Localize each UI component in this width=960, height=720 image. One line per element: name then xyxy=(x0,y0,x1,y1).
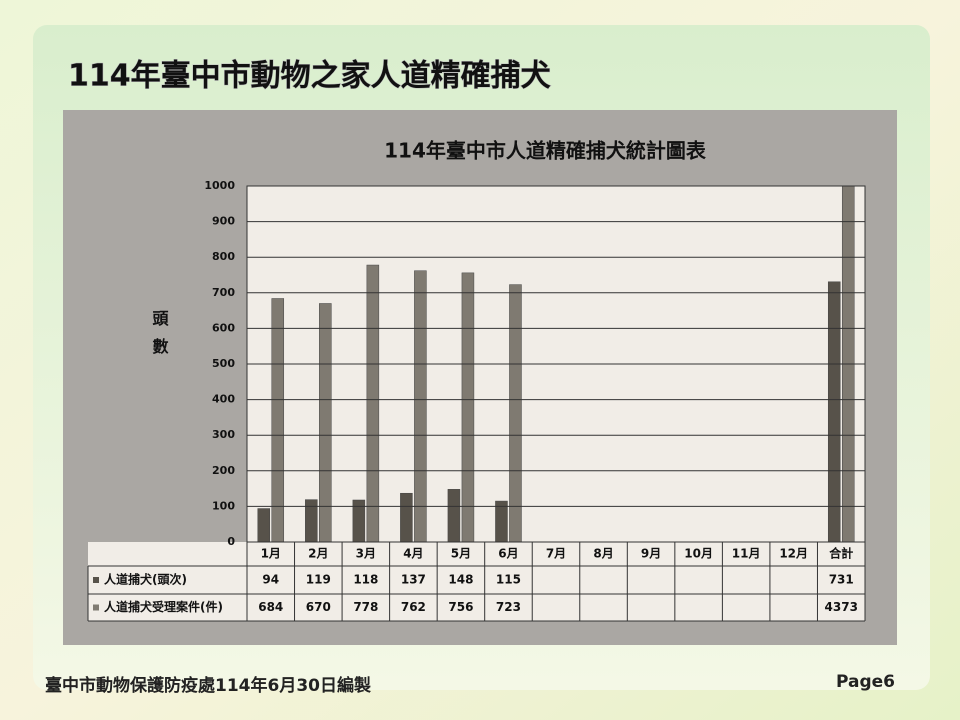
y-tick-label: 400 xyxy=(212,393,235,406)
x-tick-label: 4月 xyxy=(403,547,423,561)
table-value: 723 xyxy=(496,600,521,614)
legend-label: 人道捕犬受理案件(件) xyxy=(104,599,223,614)
x-tick-label: 11月 xyxy=(732,547,761,561)
y-tick-label: 0 xyxy=(227,535,235,548)
x-tick-label: 12月 xyxy=(779,547,808,561)
chart-title: 114年臺中市人道精確捕犬統計圖表 xyxy=(384,139,707,163)
bar xyxy=(461,272,475,542)
y-tick-label: 200 xyxy=(212,464,235,477)
bar xyxy=(827,281,841,542)
y-tick-label: 500 xyxy=(212,357,235,370)
bars xyxy=(257,186,855,542)
x-tick-label: 2月 xyxy=(308,547,328,561)
bar xyxy=(352,499,366,542)
x-tick-label: 7月 xyxy=(546,547,566,561)
y-tick-label: 600 xyxy=(212,321,235,334)
bar xyxy=(414,270,427,542)
x-tick-label: 1月 xyxy=(261,547,281,561)
table-value: 778 xyxy=(353,600,378,614)
footer-note: 臺中市動物保護防疫處114年6月30日編製 xyxy=(45,675,371,696)
x-tick-label: 合計 xyxy=(829,546,853,561)
bar xyxy=(366,264,380,542)
bar xyxy=(257,508,271,542)
x-tick-label: 9月 xyxy=(641,547,661,561)
legend-label: 人道捕犬(頭次) xyxy=(104,572,187,587)
table-value: 94 xyxy=(262,573,279,587)
table-value: 756 xyxy=(448,600,473,614)
table-value: 731 xyxy=(829,573,854,587)
bar xyxy=(447,489,461,542)
table-value: 148 xyxy=(448,573,473,587)
page-number: Page6 xyxy=(836,672,895,692)
table-value: 119 xyxy=(306,573,331,587)
bar xyxy=(495,500,508,542)
table-value: 118 xyxy=(353,573,378,587)
x-tick-label: 8月 xyxy=(593,547,613,561)
y-tick-label: 300 xyxy=(212,428,235,441)
y-tick-label: 800 xyxy=(212,250,235,263)
x-tick-label: 3月 xyxy=(356,547,376,561)
y-tick-label: 900 xyxy=(212,215,235,228)
table-value: 137 xyxy=(401,573,426,587)
table-value: 115 xyxy=(496,573,521,587)
data-table xyxy=(88,542,865,621)
y-tick-label: 1000 xyxy=(204,179,235,192)
y-tick-label: 700 xyxy=(212,286,235,299)
y-axis-label: 頭數 xyxy=(150,310,169,366)
table-value: 4373 xyxy=(825,600,858,614)
table-value: 762 xyxy=(401,600,426,614)
y-tick-label: 100 xyxy=(212,499,235,512)
bar xyxy=(319,303,332,542)
legend-swatch xyxy=(93,604,99,611)
x-tick-label: 10月 xyxy=(684,547,713,561)
x-tick-label: 6月 xyxy=(498,547,518,561)
bar xyxy=(400,492,413,542)
slide-title: 114年臺中市動物之家人道精確捕犬 xyxy=(68,59,551,94)
legend-swatch xyxy=(93,577,99,583)
bar xyxy=(271,298,285,542)
table-value: 684 xyxy=(258,600,283,614)
table-value: 670 xyxy=(306,600,331,614)
bar xyxy=(509,284,522,542)
x-tick-label: 5月 xyxy=(451,547,471,561)
